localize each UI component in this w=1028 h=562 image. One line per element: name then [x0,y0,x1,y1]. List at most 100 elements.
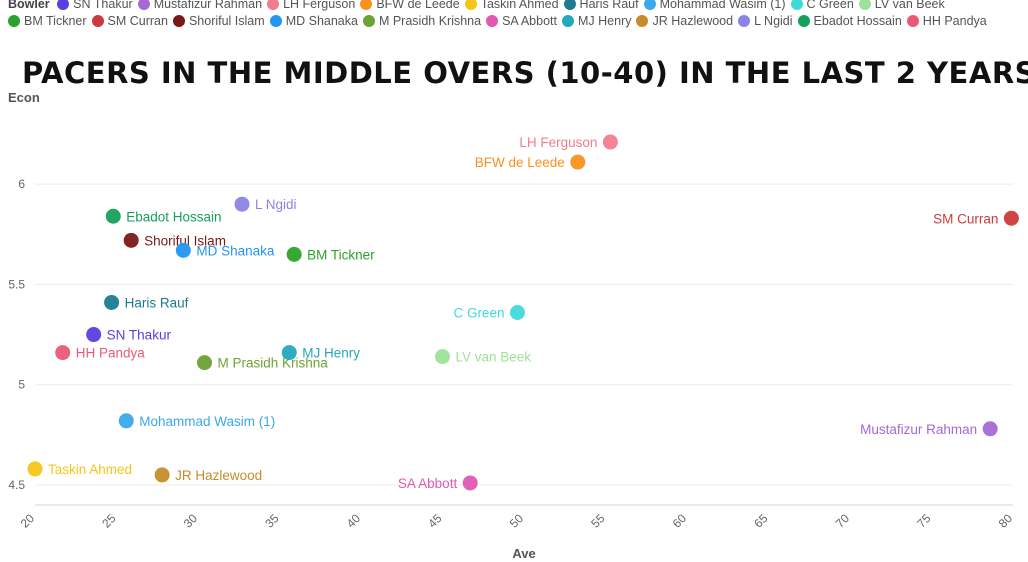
legend-item[interactable]: LV van Beek [858,0,945,13]
x-tick-label: 30 [181,511,201,531]
legend-swatch [8,15,20,27]
legend-item[interactable]: L Ngidi [738,13,793,30]
legend-item[interactable]: SM Curran [91,13,168,30]
point-label: Haris Rauf [125,295,189,310]
x-tick-label: 35 [262,511,282,531]
point-label: Mustafizur Rahman [860,422,977,437]
data-point [27,461,43,477]
legend-item[interactable]: MD Shanaka [269,13,358,30]
legend-label: Taskin Ahmed [480,0,559,11]
legend-label: HH Pandya [922,14,987,28]
data-point [462,475,478,491]
data-point [175,242,191,258]
data-point [602,134,618,150]
legend-item[interactable]: SN Thakur [57,0,133,13]
legend-label: L Ngidi [754,14,793,28]
point-label: LV van Beek [456,350,532,365]
legend-swatch [790,0,803,10]
point-label: BM Tickner [307,247,375,262]
data-point [509,305,525,320]
legend-item[interactable]: Ebadot Hossain [797,13,902,30]
point-label: Shoriful Islam [144,233,226,248]
data-point [435,349,450,365]
x-tick-label: 80 [996,511,1016,531]
legend-item[interactable]: Taskin Ahmed [464,0,559,13]
x-axis-title: Ave [512,546,535,561]
legend-swatch [57,0,70,10]
data-point [197,355,213,371]
legend-label: Mustafizur Rahman [153,0,263,11]
point-label: LH Ferguson [519,135,597,150]
point-label: Mohammad Wasim (1) [139,414,275,429]
point-label: SM Curran [933,211,998,226]
legend-swatch [563,0,576,10]
data-point [118,413,134,429]
legend-item[interactable]: Mustafizur Rahman [137,0,263,13]
legend-swatch [267,0,280,10]
legend-label: Shoriful Islam [188,14,265,28]
data-point [55,345,71,361]
data-point [570,154,586,170]
y-tick-label: 5 [18,378,25,392]
legend-swatch [797,15,810,27]
legend-swatch [172,15,185,27]
point-label: C Green [453,306,504,321]
x-tick-label: 45 [425,511,445,531]
point-label: SN Thakur [107,328,172,343]
legend-item[interactable]: Haris Rauf [563,0,639,13]
data-point [86,327,102,343]
legend-swatch [362,15,375,27]
point-label: M Prasidh Krishna [218,356,329,371]
legend-label: Haris Rauf [579,0,639,11]
legend-swatch [858,0,871,10]
legend-label: LH Ferguson [283,0,356,11]
legend-label: JR Hazlewood [652,14,734,28]
data-point [982,421,998,437]
legend-item[interactable]: M Prasidh Krishna [362,13,482,30]
legend-label: MD Shanaka [285,14,358,28]
x-tick-label: 25 [99,511,119,531]
data-point [105,208,121,224]
x-tick-label: 50 [507,511,527,531]
legend-swatch [360,0,373,10]
legend-swatch [643,0,656,10]
legend-label: SN Thakur [73,0,133,11]
legend-item[interactable]: HH Pandya [906,13,987,30]
point-label: Taskin Ahmed [48,462,132,477]
legend-item[interactable]: LH Ferguson [267,0,355,13]
point-label: MD Shanaka [196,243,275,258]
legend-label: SM Curran [107,14,168,28]
x-tick-label: 65 [751,511,771,531]
legend-item[interactable]: JR Hazlewood [636,13,733,30]
legend-swatch [137,0,150,10]
legend-item[interactable]: SA Abbott [486,13,557,30]
legend-item[interactable]: Mohammad Wasim (1) [643,0,786,13]
legend-label: SA Abbott [502,14,557,28]
y-tick-label: 5.5 [8,277,25,291]
point-label: JR Hazlewood [175,468,262,483]
legend-item[interactable]: MJ Henry [562,13,631,30]
x-tick-label: 55 [588,511,608,531]
legend-item[interactable]: BM Tickner [8,13,87,30]
data-point [234,196,250,212]
y-tick-label: 4.5 [8,478,25,492]
legend-label: BM Tickner [24,14,87,28]
legend-title: Bowler [8,0,50,11]
legend-item[interactable]: BFW de Leede [360,0,460,13]
legend-swatch [562,15,574,27]
x-tick-label: 40 [344,511,364,531]
data-point [286,246,302,262]
point-label: SA Abbott [398,476,458,491]
legend-swatch [91,15,104,27]
legend-item[interactable]: C Green [790,0,854,13]
legend-swatch [636,15,649,27]
y-tick-label: 6 [18,177,25,191]
y-axis-title: Econ [8,90,40,105]
point-label: L Ngidi [255,197,297,212]
x-tick-label: 60 [670,511,690,531]
legend-swatch [486,15,499,27]
legend-label: M Prasidh Krishna [378,14,482,28]
data-point [123,232,139,248]
legend-item[interactable]: Shoriful Islam [172,13,265,30]
legend-swatch [464,0,477,10]
